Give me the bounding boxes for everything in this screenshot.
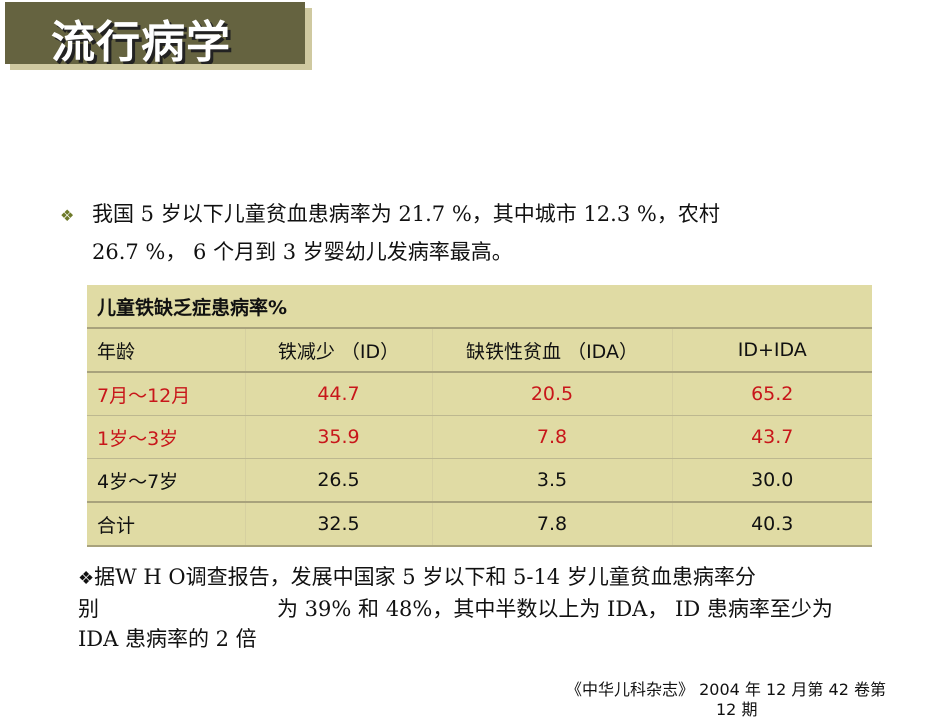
table-cell: 4岁～7岁 — [87, 458, 245, 503]
table-row: 7月～12月 44.7 20.5 65.2 — [87, 372, 872, 416]
diamond-bullet-icon: ❖ — [60, 206, 75, 225]
paragraph-2: ❖据W H O调查报告，发展中国家 5 岁以下和 5-14 岁儿童贫血患病率分 … — [78, 562, 948, 654]
column-header: 缺铁性贫血 （IDA） — [431, 328, 672, 373]
table-cell: 26.5 — [244, 458, 432, 503]
table-row: 4岁～7岁 26.5 3.5 30.0 — [87, 458, 872, 503]
table-cell: 3.5 — [431, 458, 672, 503]
page-title: 流行病学 — [51, 17, 231, 64]
paragraph-1-line-1: 我国 5 岁以下儿童贫血患病率为 21.7 %，其中城市 12.3 %，农村 — [92, 202, 720, 226]
paragraph-2-line-1: 据W H O调查报告，发展中国家 5 岁以下和 5-14 岁儿童贫血患病率分 — [94, 565, 756, 589]
paragraph-2-line-2a: 别 — [78, 597, 99, 621]
table-header-row: 年龄 铁减少 （ID） 缺铁性贫血 （IDA） ID+IDA — [87, 328, 872, 373]
citation: 《中华儿科杂志》 2004 年 12 月第 42 卷第 12 期 — [566, 680, 886, 720]
table-cell: 7.8 — [431, 415, 672, 459]
table-cell: 合计 — [87, 501, 245, 547]
table-cell: 30.0 — [671, 458, 872, 503]
table-cell: 44.7 — [244, 372, 432, 416]
citation-line-2: 12 期 — [716, 700, 758, 719]
table-cell: 32.5 — [244, 501, 432, 547]
table-cell: 65.2 — [671, 372, 872, 416]
paragraph-1-line-2: 26.7 %， 6 个月到 3 岁婴幼儿发病率最高。 — [92, 240, 513, 264]
title-banner: 流行病学 — [5, 2, 305, 64]
prevalence-table: 儿童铁缺乏症患病率% 年龄 铁减少 （ID） 缺铁性贫血 （IDA） ID+ID… — [87, 285, 872, 547]
table-cell: 1岁～3岁 — [87, 415, 245, 459]
table-row: 1岁～3岁 35.9 7.8 43.7 — [87, 415, 872, 459]
table-cell: 7月～12月 — [87, 372, 245, 416]
diamond-bullet-icon: ❖ — [78, 568, 95, 589]
table-total-row: 合计 32.5 7.8 40.3 — [87, 501, 872, 547]
table-title: 儿童铁缺乏症患病率% — [87, 285, 872, 329]
table-cell: 43.7 — [671, 415, 872, 459]
table-cell: 7.8 — [431, 501, 672, 547]
column-header: 铁减少 （ID） — [244, 328, 432, 373]
citation-line-1: 《中华儿科杂志》 2004 年 12 月第 42 卷第 — [566, 680, 886, 699]
table-cell: 35.9 — [244, 415, 432, 459]
table-cell: 40.3 — [671, 501, 872, 547]
paragraph-1: ❖ 我国 5 岁以下儿童贫血患病率为 21.7 %，其中城市 12.3 %，农村 … — [60, 196, 940, 270]
column-header: ID+IDA — [671, 328, 872, 373]
paragraph-2-line-2b: 为 39% 和 48%，其中半数以上为 IDA， ID 患病率至少为 — [277, 597, 833, 621]
paragraph-2-line-3: IDA 患病率的 2 倍 — [78, 627, 257, 651]
table-cell: 20.5 — [431, 372, 672, 416]
column-header: 年龄 — [87, 328, 245, 373]
